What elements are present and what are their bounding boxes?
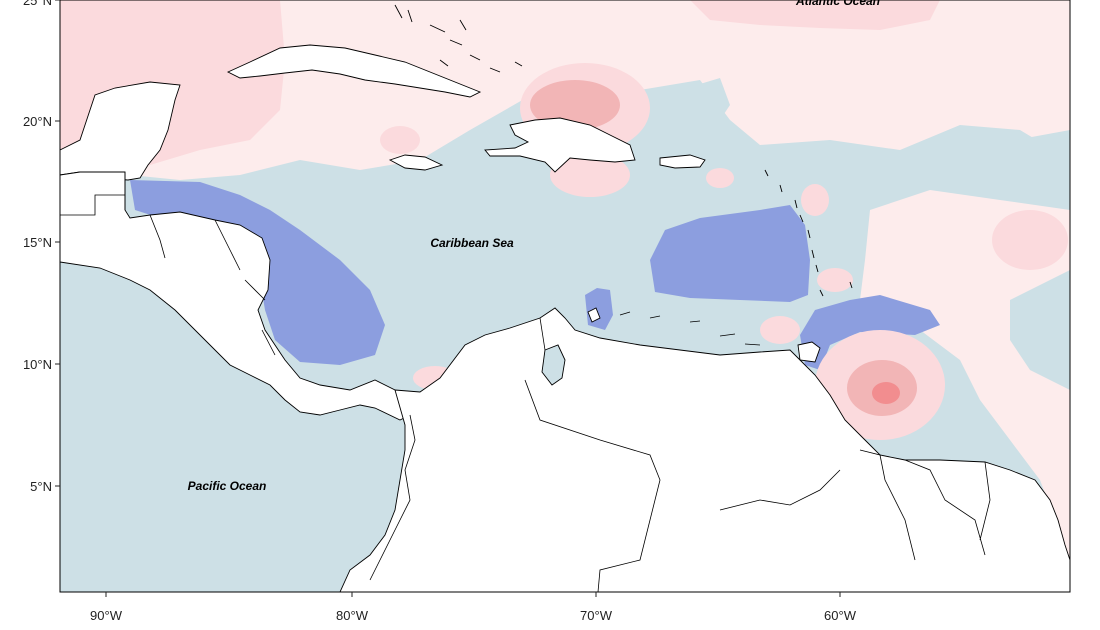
- hispaniola-mid-anomaly: [530, 80, 620, 130]
- east-atlantic-pink: [860, 190, 1070, 560]
- y-tick-5n: 5°N: [30, 479, 52, 494]
- east-blue-tongue: [1010, 270, 1070, 390]
- trinidad-land: [797, 341, 821, 363]
- guiana-red-core: [872, 382, 900, 404]
- cuba-south-pink: [380, 126, 420, 154]
- abc-islands: [587, 307, 601, 323]
- plot-frame: [59, 0, 1071, 593]
- bahamas-islands: [394, 4, 523, 73]
- x-tick-90w: 90°W: [90, 608, 123, 623]
- jamaica-pink: [550, 153, 630, 197]
- y-tick-25n: 25°N: [23, 0, 52, 8]
- y-tick-10n: 10°N: [23, 357, 52, 372]
- far-east-blue: [1015, 130, 1070, 215]
- atlantic-ocean-label: Atlantic Ocean: [795, 0, 880, 8]
- pr-pink: [706, 168, 734, 188]
- venezuela-coast-detail: [619, 311, 761, 346]
- plot-area: [60, 0, 1070, 592]
- east-caribbean-blue: [650, 205, 810, 302]
- atlantic-pink-anomaly: [690, 0, 940, 30]
- pacific-ocean-label: Pacific Ocean: [188, 479, 267, 493]
- jamaica-land: [388, 154, 444, 171]
- y-tick-15n: 15°N: [23, 235, 52, 250]
- x-tick-80w: 80°W: [336, 608, 369, 623]
- x-tick-60w: 60°W: [824, 608, 857, 623]
- country-borders: [60, 172, 991, 592]
- x-tick-70w: 70°W: [580, 608, 613, 623]
- y-tick-20n: 20°N: [23, 114, 52, 129]
- lesser-antilles-pink: [760, 316, 800, 344]
- lesser-antilles-islands: [764, 169, 853, 297]
- barbados-pink: [817, 268, 853, 292]
- x-axis: [105, 592, 841, 597]
- caribbean-sea-label: Caribbean Sea: [430, 236, 514, 250]
- windward-pink: [801, 184, 829, 216]
- east-pink-spot: [992, 210, 1068, 270]
- cuba-land: [226, 44, 482, 98]
- puerto-rico-land: [659, 154, 706, 169]
- lake-maracaibo: [541, 344, 566, 386]
- hispaniola-land: [484, 117, 636, 173]
- y-axis: [55, 0, 60, 487]
- south-america-land: [339, 307, 1070, 592]
- bahamas-blue: [680, 78, 730, 135]
